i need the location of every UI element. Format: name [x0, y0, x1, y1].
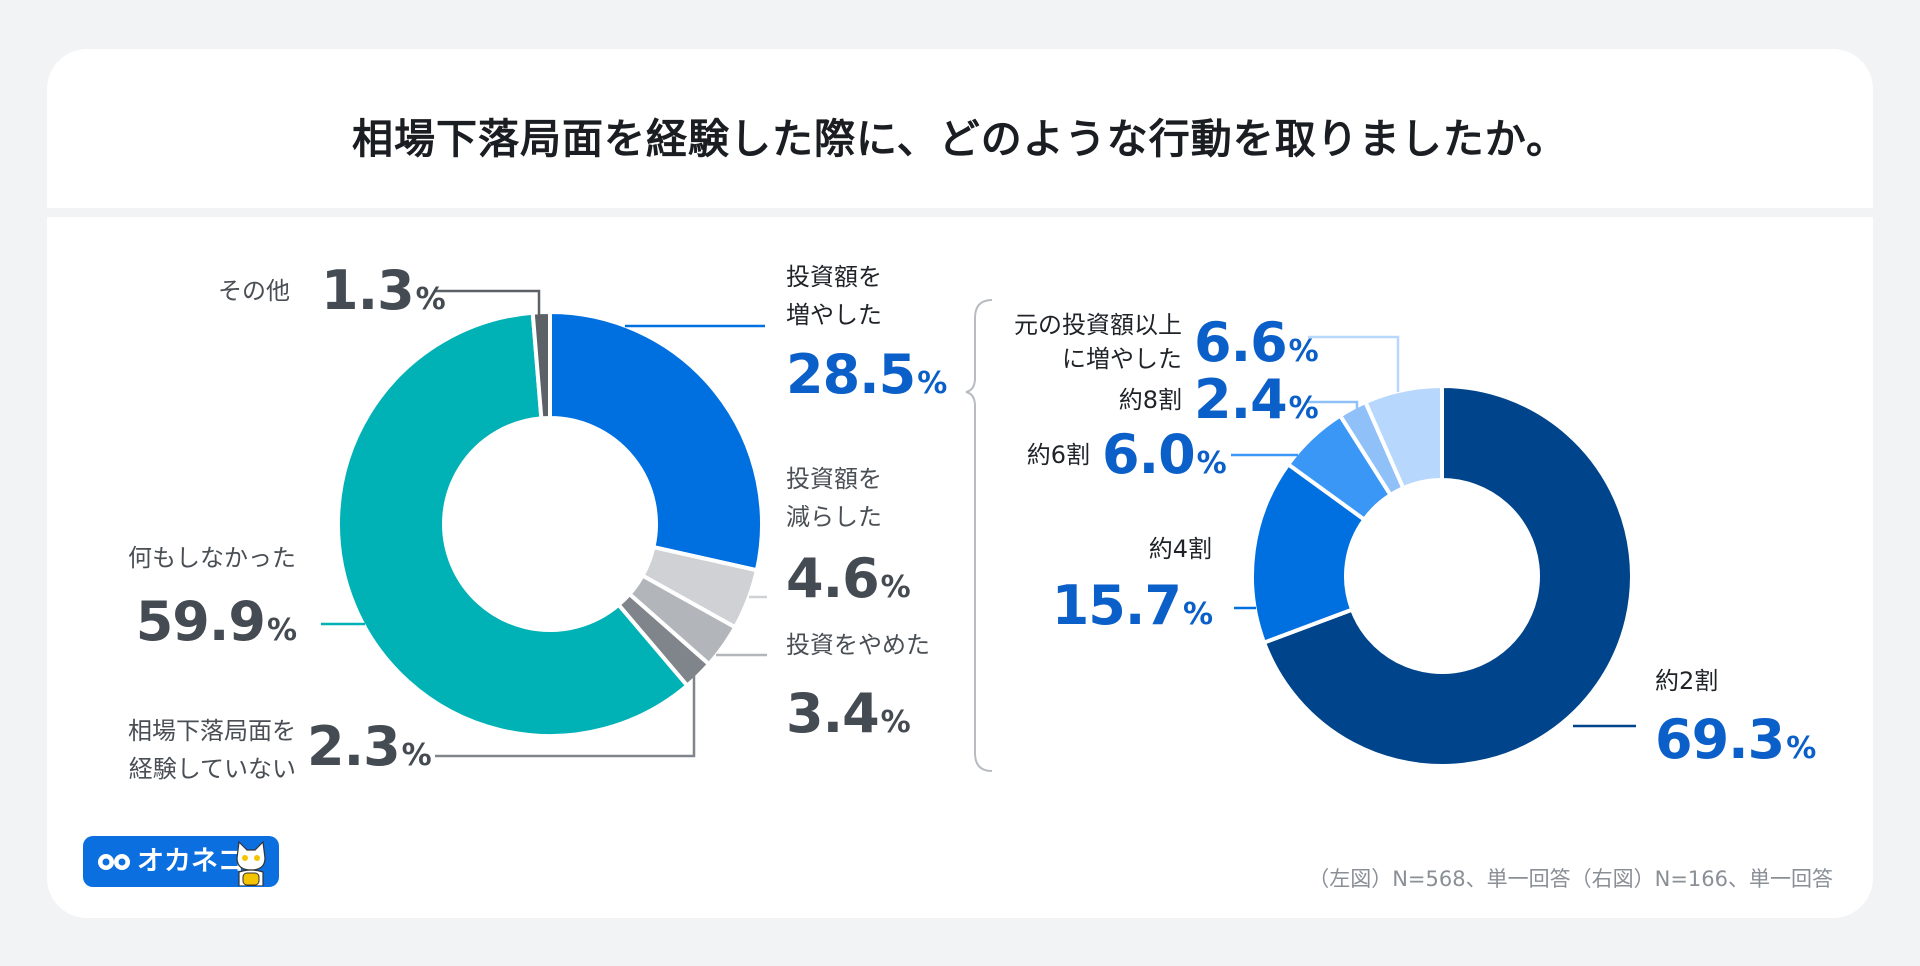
bracket: [965, 299, 993, 772]
right-donut-slice-1: [1250, 461, 1368, 646]
footnote: （左図）N=568、単一回答（右図）N=166、単一回答: [1308, 867, 1833, 891]
value-other: 1.31.3%: [321, 259, 446, 322]
value-no-experience: 2.3%: [307, 715, 432, 778]
value-60pct: 6.0%: [1102, 423, 1227, 486]
value-more-than-original: 6.6%: [1194, 311, 1319, 374]
value-increased: 28.5%: [786, 343, 947, 406]
leader-other: [435, 289, 541, 318]
label-no-experience: 相場下落局面を 経験していない: [128, 717, 296, 783]
page-title: 相場下落局面を経験した際に、どのような行動を取りましたか。: [352, 115, 1568, 163]
leader-more-than-original: [1308, 335, 1400, 392]
leader-no-experience: [435, 667, 696, 758]
right-donut-slice-0: [1261, 383, 1634, 768]
label-other: その他: [218, 277, 290, 305]
okaneko-logo: オカネコ: [83, 836, 279, 887]
label-decreased: 投資額を 減らした: [786, 465, 882, 531]
label-80pct: 約8割: [1118, 386, 1182, 414]
label-20pct: 約2割: [1655, 667, 1719, 695]
left-donut-slice-4: [336, 310, 690, 738]
label-60pct: 約6割: [1026, 441, 1090, 469]
divider: [47, 208, 1873, 217]
label-increased: 投資額を 増やした: [786, 263, 882, 329]
cat-mascot-icon: [236, 840, 266, 886]
value-decreased: 4.6%: [786, 547, 911, 610]
value-stopped: 3.4%: [786, 682, 911, 745]
value-20pct: 69.3%: [1655, 708, 1816, 771]
value-80pct: 2.4%: [1194, 368, 1319, 431]
label-more-than-original: 元の投資額以上 に増やした: [1014, 311, 1182, 373]
label-nothing: 何もしなかった: [128, 544, 296, 572]
value-nothing: 59.9%: [135, 590, 297, 653]
value-40pct: 15.7%: [1051, 574, 1213, 637]
leader-80pct: [1308, 400, 1359, 418]
label-stopped: 投資をやめた: [786, 631, 930, 659]
left-donut-slice-0: [548, 309, 764, 573]
logo-text: オカネコ: [137, 846, 245, 877]
label-40pct: 約4割: [1148, 535, 1212, 563]
right-donut-slice-4: [1362, 383, 1444, 491]
infinity-eyes-icon: [98, 854, 130, 870]
